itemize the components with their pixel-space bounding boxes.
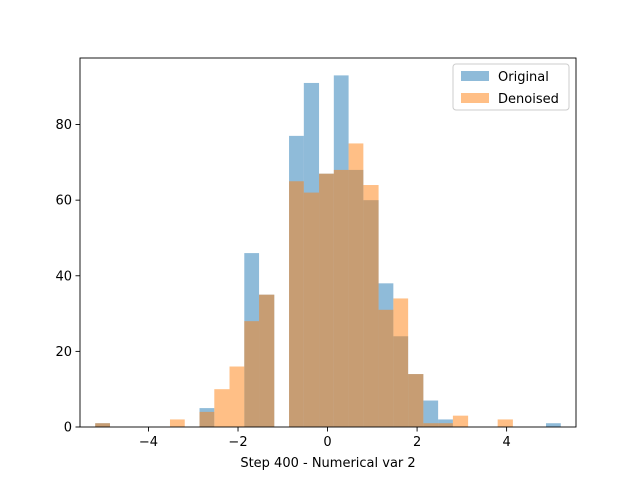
legend-label-denoised: Denoised [498,92,559,107]
x-axis-label: Step 400 - Numerical var 2 [240,456,415,471]
bar-original-15 [546,423,561,427]
bar-denoised-3 [214,389,230,427]
x-tick-label: 2 [413,435,421,450]
bar-denoised-14 [393,298,409,427]
bar-denoised-2 [199,411,215,427]
bar-denoised-8 [303,192,320,427]
x-tick-label: 0 [323,435,331,450]
x-tick-label: −2 [228,435,247,450]
legend: Original Denoised [452,63,570,111]
bar-denoised-6 [259,294,275,427]
bar-denoised-13 [378,309,394,427]
bar-denoised-0 [95,423,110,427]
legend-swatch-original [461,71,489,81]
y-tick-label: 80 [55,118,72,133]
bar-denoised-16 [423,423,439,427]
y-tick-label: 40 [55,269,72,284]
y-tick-label: 0 [64,421,72,436]
bar-denoised-12 [363,185,379,427]
bar-denoised-7 [289,181,304,427]
bar-denoised-10 [333,169,349,427]
x-tick-label: 4 [502,435,510,450]
bars-layer [95,75,561,427]
bar-denoised-19 [497,419,513,427]
bar-denoised-17 [438,423,453,427]
bar-denoised-9 [319,173,334,427]
legend-swatch-denoised [461,93,489,103]
legend-label-original: Original [498,70,549,85]
bar-denoised-18 [452,415,469,427]
bar-denoised-15 [408,374,424,427]
bar-denoised-1 [169,419,185,427]
y-tick-label: 20 [55,345,72,360]
y-tick-label: 60 [55,194,72,209]
bar-denoised-11 [348,143,364,427]
bar-original-13 [423,400,439,427]
x-tick-label: −4 [139,435,158,450]
bar-denoised-5 [244,321,260,427]
bar-denoised-4 [229,366,245,427]
